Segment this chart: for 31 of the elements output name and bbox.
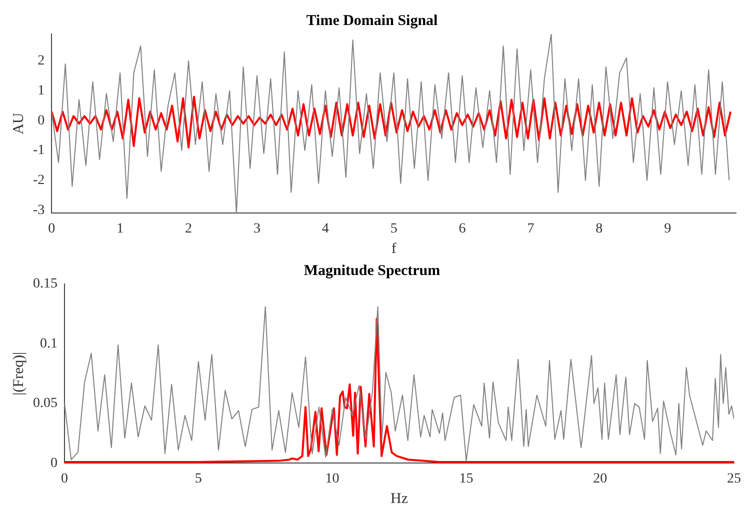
y-axis-title: |(Freq)| bbox=[10, 352, 27, 396]
y-tick-label: -3 bbox=[32, 202, 45, 218]
y-axis-title: AU bbox=[10, 112, 27, 134]
y-tick-label: 0.1 bbox=[40, 336, 58, 352]
chart-title: Time Domain Signal bbox=[306, 12, 438, 29]
x-tick-label: 8 bbox=[596, 221, 603, 236]
x-tick-label: 1 bbox=[116, 221, 124, 236]
x-tick-label: 2 bbox=[185, 221, 192, 236]
x-tick-label: 0 bbox=[61, 471, 68, 486]
x-axis-title: f bbox=[391, 240, 396, 257]
x-tick-label: 5 bbox=[194, 471, 202, 486]
x-tick-label: 25 bbox=[727, 471, 741, 486]
chart-title: Magnitude Spectrum bbox=[304, 262, 441, 279]
y-tick-label: 0 bbox=[50, 456, 58, 471]
y-tick-label: -1 bbox=[32, 143, 45, 158]
x-tick-label: 9 bbox=[664, 221, 672, 236]
x-tick-label: 4 bbox=[322, 221, 329, 236]
y-tick-label: 0 bbox=[38, 113, 45, 128]
x-tick-label: 3 bbox=[253, 221, 260, 236]
x-tick-label: 7 bbox=[527, 221, 534, 236]
x-axis-title: Hz bbox=[390, 490, 408, 507]
x-tick-label: 6 bbox=[458, 221, 466, 236]
x-tick-label: 5 bbox=[390, 221, 398, 236]
x-tick-label: 20 bbox=[593, 471, 608, 486]
y-tick-label: 0.15 bbox=[33, 276, 58, 292]
x-tick-label: 15 bbox=[459, 471, 474, 486]
y-tick-label: 0.05 bbox=[33, 396, 58, 412]
y-tick-label: -2 bbox=[32, 173, 45, 188]
y-tick-label: 2 bbox=[38, 54, 45, 69]
x-tick-label: 10 bbox=[325, 471, 340, 486]
y-tick-label: 1 bbox=[38, 83, 45, 98]
